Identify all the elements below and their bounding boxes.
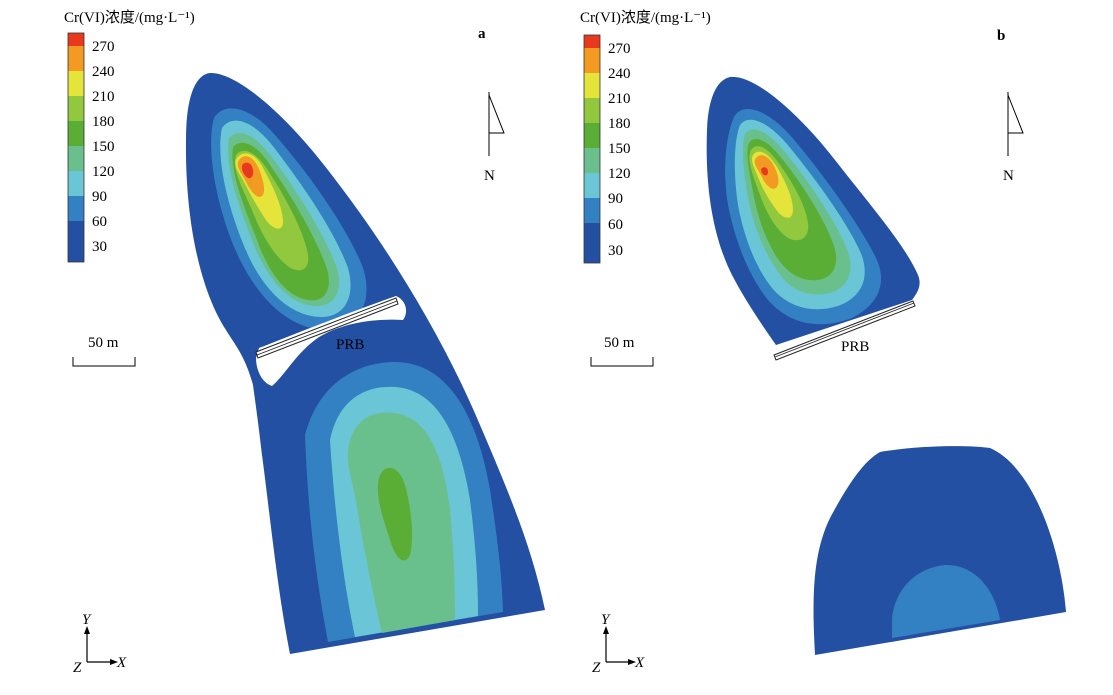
coordinate-axes-icon — [84, 626, 118, 665]
axis-z-label: Z — [592, 660, 601, 676]
legend-swatch-30 — [68, 221, 84, 262]
lower-plume-level-60 — [892, 564, 1000, 638]
panel-b: Cr(VI)浓度/(mg·L⁻¹) 270 240 210 180 150 12… — [517, 0, 1073, 690]
legend-swatch-180 — [584, 98, 600, 123]
scale-bar — [72, 357, 136, 367]
north-arrow-icon — [1007, 92, 1024, 156]
legend-swatch-150 — [68, 121, 84, 146]
legend-tick-60: 60 — [92, 214, 107, 230]
legend-tick-240: 240 — [608, 66, 631, 82]
panel-label: a — [478, 26, 486, 42]
scale-label: 50 m — [88, 335, 119, 351]
legend-tick-270: 270 — [608, 41, 631, 57]
legend-tick-270: 270 — [92, 39, 115, 55]
legend-swatch-120 — [68, 146, 84, 171]
legend-swatch-240 — [68, 46, 84, 71]
legend-swatch-270 — [68, 33, 84, 46]
prb-label: PRB — [336, 337, 364, 353]
coordinate-axes-icon — [603, 626, 636, 665]
legend-frame — [67, 32, 85, 263]
prb-wall — [255, 297, 399, 359]
legend-tick-210: 210 — [608, 91, 631, 107]
legend-tick-210: 210 — [92, 89, 115, 105]
legend-swatch-30 — [584, 223, 600, 263]
panel-label: b — [997, 28, 1005, 44]
concentration-contour-map — [185, 72, 545, 654]
legend-tick-60: 60 — [608, 217, 623, 233]
lower-plume-level-150 — [377, 467, 413, 561]
concentration-contour-map — [706, 76, 1066, 655]
axis-x-label: X — [634, 655, 645, 671]
legend-swatch-210 — [68, 71, 84, 96]
lower-domain-level-30 — [813, 446, 1066, 655]
legend-swatch-240 — [584, 48, 600, 73]
legend-swatch-60 — [68, 196, 84, 221]
upper-plume-level-270 — [241, 162, 254, 179]
legend-tick-90: 90 — [608, 191, 623, 207]
legend-colorbar — [583, 34, 601, 264]
legend-tick-150: 150 — [92, 139, 115, 155]
legend-tick-30: 30 — [92, 239, 107, 255]
legend-swatch-150 — [584, 123, 600, 148]
prb-wall — [773, 300, 916, 361]
legend-tick-180: 180 — [608, 116, 631, 132]
legend-swatch-180 — [68, 96, 84, 121]
panel-a-figure: Cr(VI)浓度/(mg·L⁻¹) 270 240 210 180 150 12… — [64, 9, 545, 676]
legend-swatch-90 — [68, 171, 84, 196]
axis-y-label: Y — [601, 612, 611, 628]
scale-label: 50 m — [604, 335, 635, 351]
prb-gap — [256, 296, 407, 386]
scale-bar — [590, 357, 654, 367]
legend-tick-180: 180 — [92, 114, 115, 130]
prb-label: PRB — [841, 339, 869, 355]
legend-frame — [583, 34, 601, 264]
legend-tick-120: 120 — [608, 166, 631, 182]
axis-z-label: Z — [73, 660, 82, 676]
north-label: N — [484, 168, 495, 184]
legend-swatch-210 — [584, 73, 600, 98]
axis-y-label: Y — [82, 612, 92, 628]
legend-tick-120: 120 — [92, 164, 115, 180]
legend-colorbar — [67, 32, 85, 263]
legend-title: Cr(VI)浓度/(mg·L⁻¹) — [580, 9, 711, 26]
panel-b-figure: Cr(VI)浓度/(mg·L⁻¹) 270 240 210 180 150 12… — [580, 9, 1066, 676]
north-label: N — [1003, 168, 1014, 184]
legend-swatch-120 — [584, 148, 600, 173]
axis-x-label: X — [116, 655, 127, 671]
legend-tick-90: 90 — [92, 189, 107, 205]
legend-swatch-270 — [584, 35, 600, 48]
north-arrow-icon — [488, 92, 505, 156]
upper-plume-level-270 — [761, 167, 768, 176]
legend-swatch-90 — [584, 173, 600, 198]
legend-swatch-60 — [584, 198, 600, 223]
legend-title: Cr(VI)浓度/(mg·L⁻¹) — [64, 9, 195, 26]
legend-tick-30: 30 — [608, 243, 623, 259]
panel-a: Cr(VI)浓度/(mg·L⁻¹) 270 240 210 180 150 12… — [0, 0, 556, 690]
legend-tick-240: 240 — [92, 64, 115, 80]
legend-tick-150: 150 — [608, 141, 631, 157]
